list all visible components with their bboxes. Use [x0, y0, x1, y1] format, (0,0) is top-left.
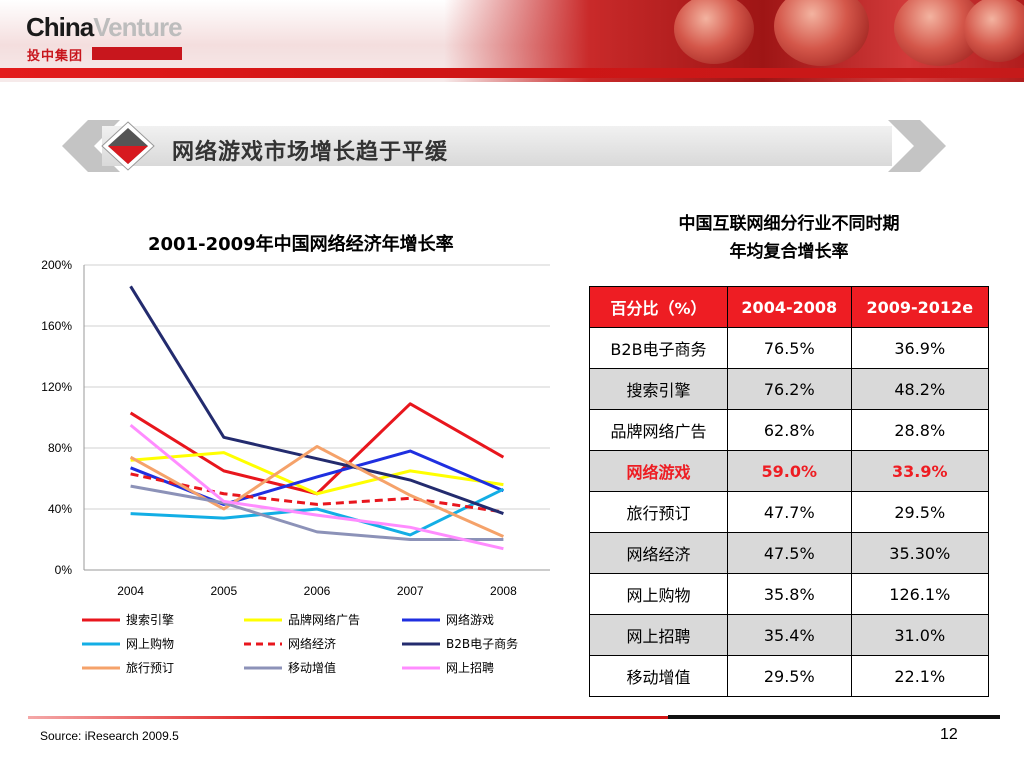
header-photo: [444, 0, 1024, 82]
table-cell: 47.7%: [727, 491, 852, 533]
table-row: B2B电子商务 76.5% 36.9%: [589, 327, 990, 369]
slide-title: 网络游戏市场增长趋于平缓: [172, 140, 449, 165]
footer-divider: [28, 716, 668, 719]
table-cell: 76.2%: [727, 368, 852, 410]
table-row: 品牌网络广告 62.8% 28.8%: [589, 409, 990, 451]
table-cell: 48.2%: [850, 368, 990, 410]
legend-label: 网络游戏: [446, 612, 494, 627]
series-line: [129, 423, 504, 551]
table-cell: B2B电子商务: [589, 327, 728, 369]
series-line: [130, 451, 504, 496]
page-number: 12: [940, 726, 958, 743]
table-cell: 28.8%: [850, 409, 990, 451]
series-line: [129, 444, 505, 538]
x-tick-label: 2005: [210, 584, 237, 598]
title-banner: [62, 120, 946, 172]
table-cell: 旅行预订: [589, 491, 728, 533]
table-header-row: 百分比（%） 2004-2008 2009-2012e: [589, 286, 990, 328]
table-row: 网络经济 47.5% 35.30%: [589, 532, 990, 574]
table-cell: 移动增值: [589, 655, 728, 697]
y-tick-label: 0%: [55, 563, 73, 577]
header-banner: ChinaVenture 投中集团: [0, 0, 1024, 82]
table-cell: 59.0%: [727, 450, 852, 492]
diamond-icon: [101, 121, 155, 171]
legend-label: 旅行预订: [126, 661, 174, 675]
series-line: [130, 472, 504, 514]
table-cell: 33.9%: [850, 450, 990, 492]
table-cell: 网上招聘: [589, 614, 728, 656]
y-tick-label: 200%: [41, 258, 72, 272]
table-cell: 31.0%: [850, 614, 990, 656]
table-row-highlight: 网络游戏 59.0% 33.9%: [589, 450, 990, 492]
y-tick-label: 80%: [48, 441, 72, 455]
table-cell: 29.5%: [850, 491, 990, 533]
table-cell: 62.8%: [727, 409, 852, 451]
footer-divider-dark: [668, 715, 1000, 719]
legend-label: B2B电子商务: [446, 636, 518, 651]
table-cell: 47.5%: [727, 532, 852, 574]
header-stripe: [0, 68, 1024, 78]
series-line: [130, 484, 504, 541]
x-tick-label: 2006: [304, 584, 331, 598]
table-row: 网上招聘 35.4% 31.0%: [589, 614, 990, 656]
table-header: 百分比（%）: [589, 286, 728, 328]
logo-bar: [92, 47, 182, 60]
table-cell: 35.8%: [727, 573, 852, 615]
legend-label: 网上购物: [126, 636, 174, 651]
source-note: Source: iResearch 2009.5: [40, 729, 179, 743]
table-cell: 搜索引擎: [589, 368, 728, 410]
chart-title: 2001-2009年中国网络经济年增长率: [148, 234, 454, 255]
table-cell: 76.5%: [727, 327, 852, 369]
table-cell: 网络游戏: [589, 450, 728, 492]
table-cell: 22.1%: [850, 655, 990, 697]
table-cell: 品牌网络广告: [589, 409, 728, 451]
table-row: 旅行预订 47.7% 29.5%: [589, 491, 990, 533]
series-line: [130, 487, 505, 537]
table-row: 搜索引擎 76.2% 48.2%: [589, 368, 990, 410]
table-row: 网上购物 35.8% 126.1%: [589, 573, 990, 615]
line-chart: 0% 40% 80% 120% 160% 200% 2004 2005 2006 2007 2008…: [41, 258, 550, 675]
series-line: [129, 402, 505, 496]
table-header: 2004-2008: [727, 286, 852, 328]
legend-label: 网络经济: [288, 636, 336, 651]
table-title: 中国互联网细分行业不同时期 年均复合增长率: [678, 214, 900, 262]
table-cell: 126.1%: [850, 573, 990, 615]
series-line: [129, 285, 504, 515]
table-cell: 35.30%: [850, 532, 990, 574]
legend-label: 网上招聘: [446, 661, 494, 675]
table-cell: 35.4%: [727, 614, 852, 656]
legend-label: 搜索引擎: [126, 612, 174, 627]
y-tick-label: 40%: [48, 502, 72, 516]
growth-table: 百分比（%） 2004-2008 2009-2012e B2B电子商务 76.5%…: [589, 286, 990, 697]
table-cell: 网络经济: [589, 532, 728, 574]
table-cell: 29.5%: [727, 655, 852, 697]
table-row: 移动增值 29.5% 22.1%: [589, 655, 990, 697]
y-tick-label: 120%: [41, 380, 72, 394]
legend-label: 移动增值: [288, 660, 336, 675]
legend-label: 品牌网络广告: [288, 612, 360, 627]
table-cell: 网上购物: [589, 573, 728, 615]
table-cell: 36.9%: [850, 327, 990, 369]
y-tick-label: 160%: [41, 319, 72, 333]
x-tick-label: 2008: [490, 584, 517, 598]
logo: ChinaVenture: [26, 12, 183, 42]
x-tick-label: 2007: [397, 584, 424, 598]
x-tick-label: 2004: [117, 584, 144, 598]
logo-subtitle: 投中集团: [27, 49, 84, 64]
table-header: 2009-2012e: [850, 286, 990, 328]
